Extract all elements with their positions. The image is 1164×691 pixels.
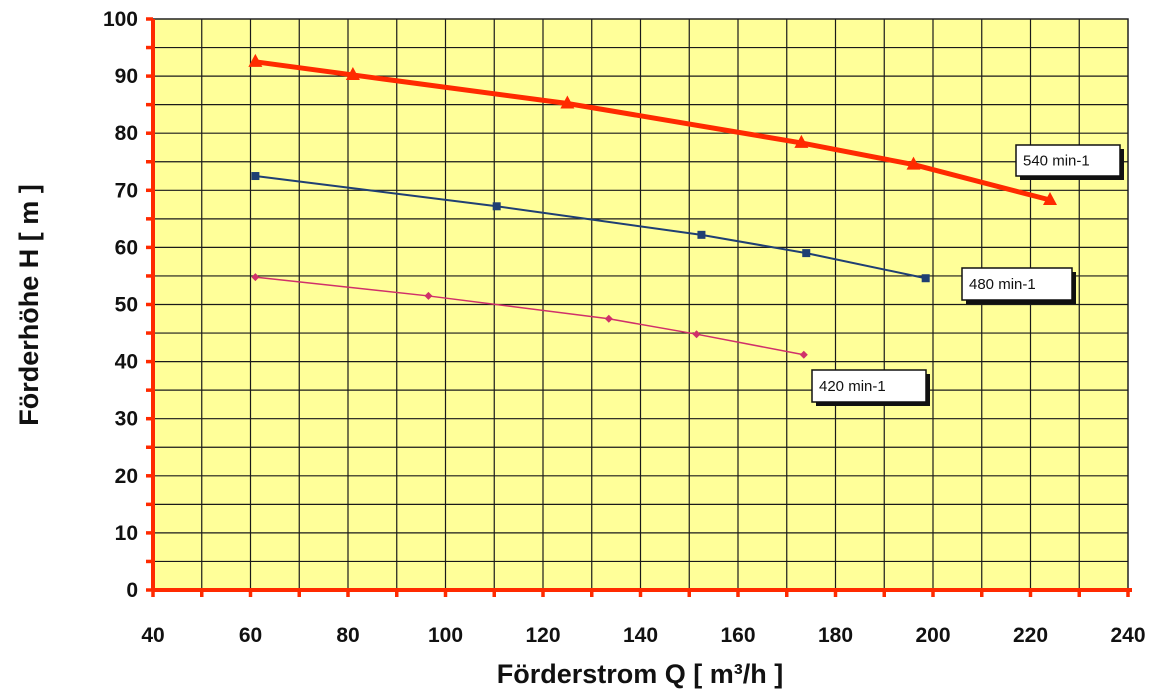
- x-tick-label: 60: [239, 624, 262, 647]
- data-point: [921, 274, 930, 283]
- data-point: [697, 230, 706, 239]
- series-labels: 540 min-1 480 min-1 420 min-1: [811, 144, 1124, 406]
- x-axis-title: Förderstrom Q [ m³/h ]: [497, 659, 784, 689]
- series-group: [248, 53, 1057, 359]
- y-tick-label: 40: [115, 351, 138, 374]
- x-tick-label: 220: [1013, 624, 1048, 647]
- x-tick-label: 200: [915, 624, 950, 647]
- data-point: [560, 95, 575, 109]
- y-tick-label: 0: [126, 579, 138, 602]
- data-point: [692, 330, 701, 339]
- data-point: [492, 202, 501, 211]
- y-tick-label: 80: [115, 122, 138, 145]
- x-tick-label: 80: [336, 624, 359, 647]
- series-line: [255, 59, 1051, 203]
- data-point: [251, 273, 260, 282]
- tick-labels: 40 60 80 100 120 140 160 180 200 220 240 0 10 20 30 40 5…: [103, 8, 1146, 647]
- x-tick-label: 240: [1110, 624, 1145, 647]
- grid: [153, 19, 1128, 590]
- series-label-text: 540 min-1: [1023, 153, 1090, 170]
- data-point: [802, 249, 811, 258]
- y-tick-label: 10: [115, 522, 138, 545]
- data-point: [799, 350, 808, 359]
- x-tick-label: 120: [525, 624, 560, 647]
- data-point: [345, 66, 360, 80]
- x-tick-label: 180: [818, 624, 853, 647]
- data-point: [424, 291, 433, 300]
- y-tick-label: 30: [115, 408, 138, 431]
- axes: [146, 17, 1132, 597]
- x-tick-label: 160: [720, 624, 755, 647]
- y-tick-label: 60: [115, 236, 138, 259]
- y-tick-label: 100: [103, 8, 138, 31]
- data-point: [1043, 192, 1057, 206]
- series-label-box: [811, 369, 927, 403]
- x-tick-label: 100: [428, 624, 463, 647]
- x-tick-label: 140: [623, 624, 658, 647]
- series-label-text: 480 min-1: [969, 276, 1036, 293]
- data-point: [604, 314, 613, 323]
- data-point: [906, 156, 921, 170]
- y-tick-label: 90: [115, 65, 138, 88]
- y-axis-title: Förderhöhe H [ m ]: [14, 184, 44, 426]
- data-point: [794, 134, 809, 148]
- y-tick-label: 70: [115, 179, 138, 202]
- y-tick-label: 20: [115, 465, 138, 488]
- series-label-box: [1015, 144, 1121, 177]
- series-label-text: 420 min-1: [819, 378, 886, 395]
- data-point: [248, 53, 263, 67]
- data-point: [251, 172, 260, 181]
- y-tick-label: 50: [115, 294, 138, 317]
- series-label-box: [961, 267, 1073, 301]
- x-tick-label: 40: [141, 624, 164, 647]
